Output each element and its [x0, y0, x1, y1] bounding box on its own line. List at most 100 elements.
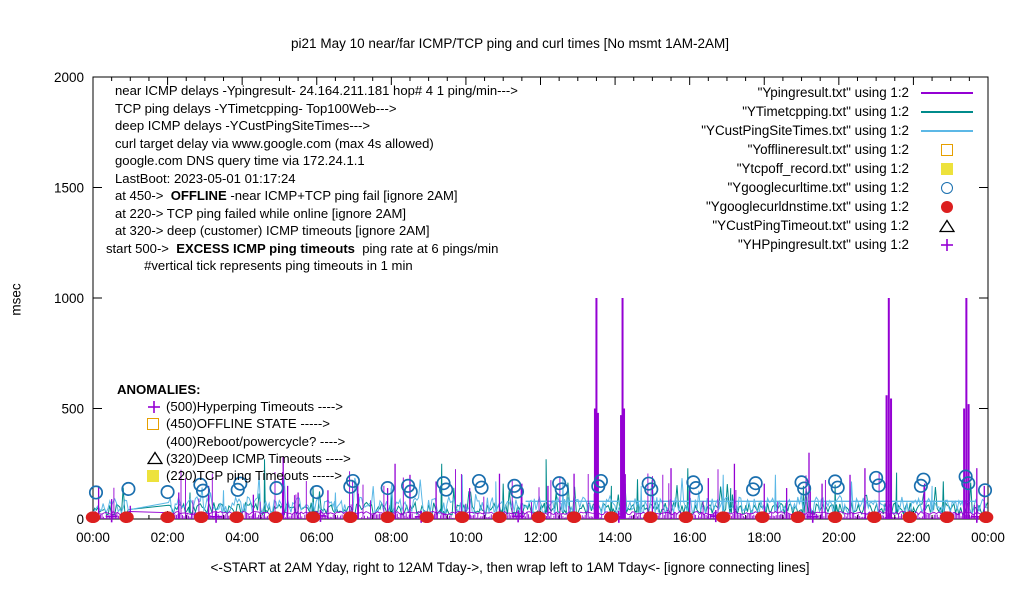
annotation-text: at 450->: [115, 188, 171, 204]
open-circle-icon: [160, 484, 175, 500]
series-YCustPingSiteTimes-line: [92, 474, 988, 516]
open-circle-icon: [380, 481, 395, 496]
annotation-text: deep ICMP delays -YCustPingSiteTimes--->: [115, 118, 371, 134]
legend-sample: [917, 238, 977, 252]
annotation-line-11: #vertical tick represents ping timeouts …: [115, 257, 518, 275]
open-triangle-icon: [147, 451, 163, 465]
open-circle-icon: [88, 485, 104, 500]
legend-entry-label: "Ygooglecurltime.txt" using 1:2: [727, 180, 909, 195]
filled-circle-icon: [867, 511, 882, 524]
filled-circle-icon: [755, 511, 770, 524]
x-tick-label: 14:00: [598, 530, 632, 545]
legend-sample: [917, 200, 977, 213]
annotation-bold-text: EXCESS ICMP ping timeouts: [176, 240, 355, 256]
x-tick-label: 00:00: [971, 530, 1005, 545]
open-square-icon: [147, 417, 159, 430]
filled-circle-icon: [193, 511, 209, 524]
y-tick-label: 0: [76, 512, 84, 527]
filled-circle-icon: [380, 511, 395, 524]
open-circle-icon: [195, 483, 211, 498]
anomaly-marker: [147, 400, 166, 414]
x-tick-label: 16:00: [673, 530, 707, 545]
y-tick-label: 1000: [54, 291, 84, 306]
open-circle-icon: [941, 181, 953, 194]
open-circle-icon: [746, 482, 761, 497]
legend-entry-label: "YCustPingSiteTimes.txt" using 1:2: [701, 123, 909, 138]
filled-circle-icon: [604, 511, 619, 524]
x-tick-label: 04:00: [225, 530, 259, 545]
filled-circle-icon: [978, 511, 994, 524]
info-annotation-block: near ICMP delays -Ypingresult- 24.164.21…: [106, 82, 518, 275]
open-square-icon: [941, 143, 953, 156]
open-circle-icon: [439, 482, 454, 497]
legend-entry-label: "YCustPingTimeout.txt" using 1:2: [712, 218, 909, 233]
open-circle-icon: [474, 480, 489, 495]
annotation-text: curl target delay via www.google.com (ma…: [115, 135, 434, 151]
filled-circle-icon: [566, 511, 582, 524]
legend-sample: [917, 162, 977, 175]
legend-sample: [917, 181, 977, 194]
filled-circle-icon: [716, 511, 731, 524]
open-circle-icon: [269, 481, 284, 496]
filled-circle-icon: [902, 511, 917, 524]
legend-entry-label: "Ytcpoff_record.txt" using 1:2: [736, 161, 909, 176]
legend-sample: [917, 129, 977, 132]
filled-circle-icon: [119, 511, 134, 524]
anomaly-row-2: (450)OFFLINE STATE ----->: [117, 415, 351, 432]
anomalies-header: ANOMALIES:: [117, 382, 201, 397]
legend-entry-YCustPingTimeout: "YCustPingTimeout.txt" using 1:2: [701, 216, 977, 235]
annotation-text: at 320-> deep (customer) ICMP timeouts […: [115, 223, 430, 239]
filled-circle-icon: [531, 511, 546, 524]
y-tick-label: 1500: [54, 181, 84, 196]
x-tick-label: 02:00: [151, 530, 185, 545]
annotation-line-1: near ICMP delays -Ypingresult- 24.164.21…: [115, 82, 518, 100]
filled-circle-icon: [678, 511, 694, 524]
open-circle-icon: [913, 478, 928, 493]
anomaly-marker: [147, 451, 166, 465]
open-circle-icon: [233, 476, 248, 491]
filled-circle-icon: [492, 511, 507, 524]
filled-circle-icon: [229, 511, 244, 524]
open-triangle-icon: [939, 218, 955, 232]
plus-icon: [148, 400, 160, 413]
filled-circle-icon: [343, 511, 358, 524]
filled-circle-icon: [643, 511, 658, 524]
legend-entry-YHPpingresult: "YHPpingresult.txt" using 1:2: [701, 235, 977, 254]
x-tick-label: 10:00: [449, 530, 483, 545]
open-circle-icon: [593, 473, 608, 489]
anomaly-label: (450)OFFLINE STATE ----->: [166, 416, 330, 432]
annotation-text: start 500->: [106, 240, 177, 256]
legend-entry-label: "YHPpingresult.txt" using 1:2: [737, 237, 909, 252]
line-icon: [921, 91, 973, 94]
filled-square-icon: [941, 162, 953, 175]
open-circle-icon: [869, 470, 884, 485]
legend-entry-label: "Yofflineresult.txt" using 1:2: [747, 142, 909, 157]
annotation-line-2: TCP ping delays -YTimetcpping- Top100Web…: [115, 100, 518, 118]
annotation-text: google.com DNS query time via 172.24.1.1: [115, 153, 365, 169]
open-circle-icon: [958, 469, 973, 484]
x-axis-caption: <-START at 2AM Yday, right to 12AM Tday-…: [210, 560, 810, 575]
filled-circle-icon: [827, 511, 843, 524]
legend-sample: [917, 91, 977, 94]
filled-circle-icon: [790, 511, 806, 524]
open-circle-icon: [509, 484, 525, 499]
legend-sample: [917, 218, 977, 233]
annotation-line-6: LastBoot: 2023-05-01 01:17:24: [115, 170, 518, 188]
anomaly-label: (220)TCP ping Timeouts ----->: [166, 467, 343, 483]
y-tick-label: 2000: [54, 70, 84, 85]
legend-entry-label: "YTimetcpping.txt" using 1:2: [742, 104, 909, 119]
filled-circle-icon: [419, 511, 434, 524]
x-tick-label: 20:00: [822, 530, 856, 545]
legend-entry-YCustPingSiteTimes: "YCustPingSiteTimes.txt" using 1:2: [701, 121, 977, 140]
x-tick-label: 06:00: [300, 530, 334, 545]
filled-circle-icon: [941, 200, 953, 213]
annotation-line-9: at 320-> deep (customer) ICMP timeouts […: [115, 222, 518, 240]
legend-sample: [917, 110, 977, 113]
open-circle-icon: [688, 481, 704, 496]
x-tick-label: 00:00: [76, 530, 110, 545]
plus-icon: [941, 238, 953, 251]
x-tick-label: 22:00: [897, 530, 931, 545]
line-icon: [921, 110, 973, 113]
anomaly-label: (320)Deep ICMP Timeouts ---->: [166, 450, 351, 466]
